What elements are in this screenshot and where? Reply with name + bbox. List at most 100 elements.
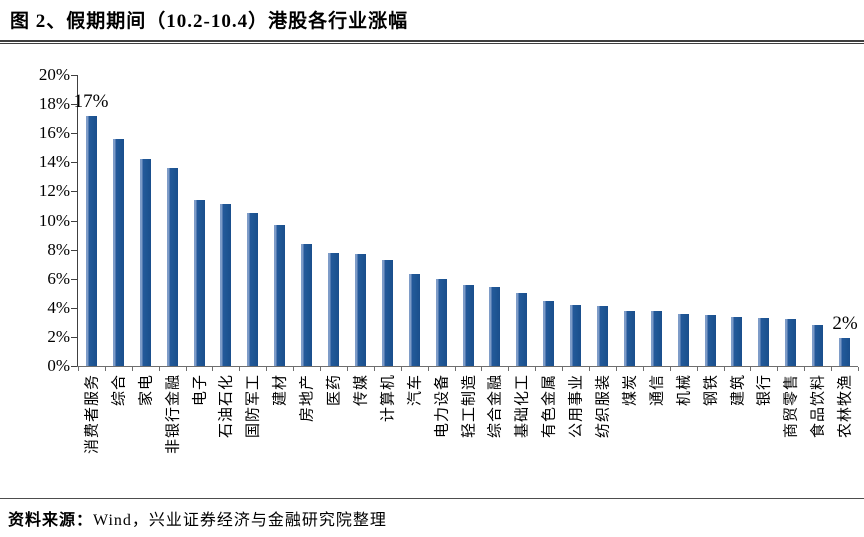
x-axis-tick [616,367,617,371]
x-axis-label-text: 石油石化 [218,374,235,439]
x-axis-tick [697,367,698,371]
x-axis-label-text: 通信 [649,374,666,407]
x-axis-tick [750,367,751,371]
bar-轻工制造 [463,285,474,366]
bar-公用事业 [570,305,581,366]
x-axis-label-text: 房地产 [299,374,316,423]
x-axis-label: 石油石化 [212,374,239,506]
x-axis-tick [347,367,348,371]
x-axis-tick [374,367,375,371]
y-axis-tick [71,366,77,367]
y-axis-tick-label: 6% [47,269,70,288]
bar-国防军工 [247,213,258,366]
figure-title: 图 2、假期期间（10.2-10.4）港股各行业涨幅 [10,11,409,32]
y-axis-tick-label: 8% [47,240,70,259]
x-axis-tick [293,367,294,371]
bar-data-label: 17% [73,91,109,112]
x-axis-tick [562,367,563,371]
x-axis-label-text: 国防军工 [245,374,262,439]
x-axis-label: 商贸零售 [777,374,804,506]
x-axis-label: 房地产 [293,374,320,506]
title-divider [0,40,864,44]
x-axis-label: 建筑 [724,374,751,506]
x-axis-label-text: 综合金融 [487,374,504,439]
x-axis-label-text: 纺织服装 [595,374,612,439]
x-axis-tick [132,367,133,371]
x-axis-label-text: 建材 [272,374,289,407]
bar-银行 [758,318,769,366]
y-axis-tick [71,75,77,76]
bar-非银行金融 [167,168,178,366]
x-axis-label: 食品饮料 [804,374,831,506]
bar-chart: 20% 18% 16% 14% 12% 10% 8% 6% 4% 2% 0% 消费者服务 综合 家电 非银行… [0,46,864,498]
x-axis-tick [777,367,778,371]
x-axis-tick [212,367,213,371]
x-axis-tick [670,367,671,371]
footer-divider [0,498,864,499]
x-axis-label: 基础化工 [508,374,535,506]
x-axis-tick [724,367,725,371]
bar-通信 [651,311,662,366]
x-axis-label: 轻工制造 [455,374,482,506]
bar-综合金融 [489,287,500,366]
bar-计算机 [382,260,393,366]
y-axis-tick-label: 16% [38,123,70,142]
x-axis-tick [105,367,106,371]
bar-建筑 [731,317,742,366]
x-axis-label-text: 汽车 [407,374,424,407]
x-axis-label: 计算机 [374,374,401,506]
y-axis-tick-label: 10% [38,211,70,230]
x-axis-label-text: 钢铁 [703,374,720,407]
y-axis-tick-label: 18% [38,94,70,113]
x-axis-tick [428,367,429,371]
x-axis-label: 纺织服装 [589,374,616,506]
x-axis-tick [589,367,590,371]
x-axis-label-text: 综合 [111,374,128,407]
x-axis-label: 农林牧渔 [831,374,858,506]
x-axis-label: 有色金属 [535,374,562,506]
x-axis-label-text: 消费者服务 [84,374,101,455]
source-note: 资料来源：Wind，兴业证券经济与金融研究院整理 [8,506,387,530]
x-axis-label-text: 传媒 [353,374,370,407]
bar-农林牧渔 [839,338,850,366]
x-axis-label-text: 家电 [138,374,155,407]
x-axis-label-text: 轻工制造 [461,374,478,439]
bar-传媒 [355,254,366,366]
x-axis-label: 通信 [643,374,670,506]
x-axis-label-text: 医药 [326,374,343,407]
x-axis-label: 消费者服务 [78,374,105,506]
y-axis-tick [71,133,77,134]
bar-电子 [194,200,205,366]
x-axis-label-text: 商贸零售 [783,374,800,439]
x-axis-label-text: 有色金属 [541,374,558,439]
x-axis-line [77,366,858,367]
x-axis-tick [643,367,644,371]
x-axis-label-text: 食品饮料 [810,374,827,439]
y-axis-tick [71,250,77,251]
bar-食品饮料 [812,325,823,366]
bar-消费者服务 [86,116,97,366]
x-axis-label-text: 电力设备 [434,374,451,439]
x-axis-label: 煤炭 [616,374,643,506]
bar-有色金属 [543,301,554,366]
y-axis-tick [71,308,77,309]
bar-汽车 [409,274,420,366]
x-axis-label: 银行 [750,374,777,506]
y-axis-tick [71,162,77,163]
x-axis-tick [858,367,859,371]
x-axis-label-text: 公用事业 [568,374,585,439]
x-axis-label-text: 建筑 [730,374,747,407]
bar-钢铁 [705,315,716,366]
x-axis-label: 公用事业 [562,374,589,506]
y-axis-tick [71,337,77,338]
x-axis-label: 综合金融 [481,374,508,506]
x-axis-tick [401,367,402,371]
bar-机械 [678,314,689,366]
x-axis-label-text: 基础化工 [514,374,531,439]
x-axis-tick [239,367,240,371]
x-axis-label-text: 银行 [756,374,773,407]
bar-建材 [274,225,285,366]
x-axis-label: 家电 [132,374,159,506]
x-axis-label: 综合 [105,374,132,506]
